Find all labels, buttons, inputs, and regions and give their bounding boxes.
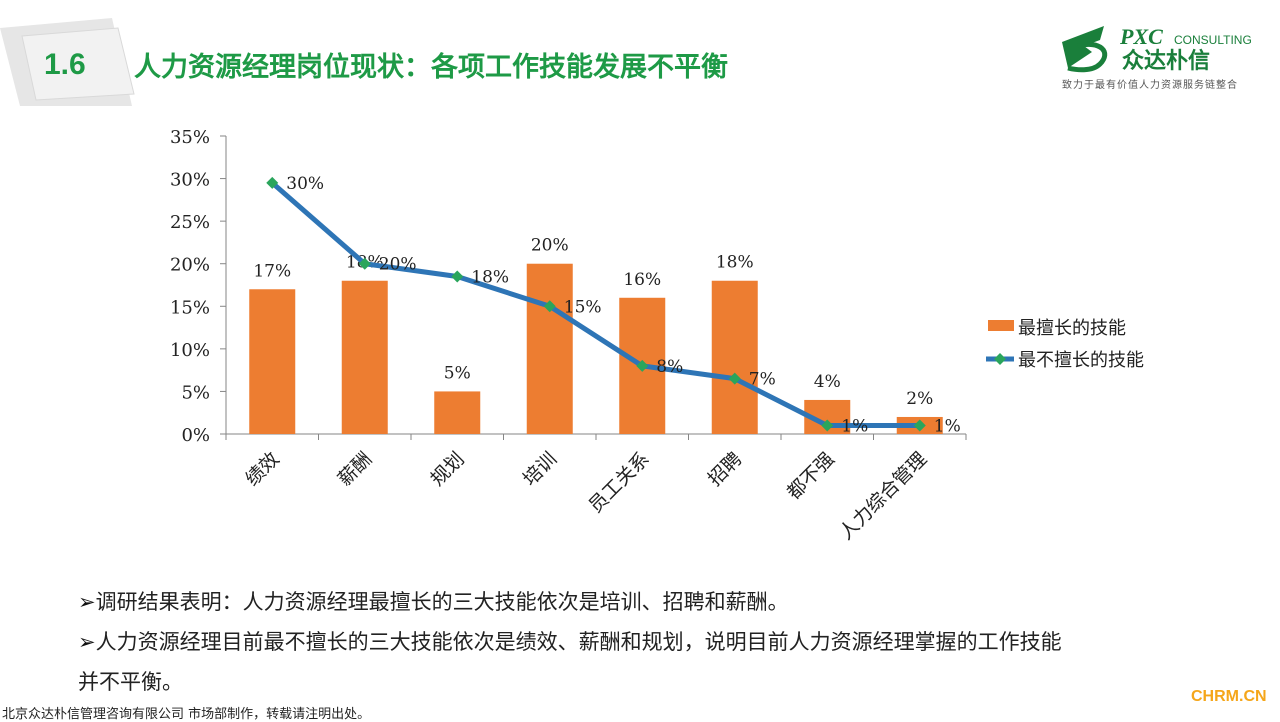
x-category-label: 规划 <box>426 448 468 490</box>
y-tick-label: 20% <box>170 255 210 276</box>
logo-tagline: 致力于最有价值人力资源服务链整合 <box>1062 80 1238 91</box>
x-category-label: 培训 <box>519 448 561 490</box>
footer-credit: 北京众达朴信管理咨询有限公司 市场部制作，转载请注明出处。 <box>2 707 371 722</box>
line-data-label: 30% <box>286 174 324 194</box>
x-category-label: 人力综合管理 <box>835 448 931 544</box>
bar-data-label: 4% <box>814 372 841 392</box>
bar-data-label: 18% <box>716 253 754 273</box>
bar-data-label: 2% <box>906 389 933 409</box>
line-data-label: 20% <box>379 255 417 275</box>
bar <box>526 263 573 434</box>
y-tick-label: 15% <box>170 297 210 318</box>
y-tick-label: 25% <box>170 212 210 233</box>
line-marker <box>636 359 649 372</box>
line-series-markers <box>266 176 926 432</box>
line-data-label: 1% <box>934 416 961 436</box>
bar <box>434 391 481 434</box>
x-category-label: 绩效 <box>241 448 283 490</box>
findings-text: ➢调研结果表明：人力资源经理最擅长的三大技能依次是培训、招聘和薪酬。 ➢人力资源… <box>78 582 1218 702</box>
finding-1-text: 调研结果表明：人力资源经理最擅长的三大技能依次是培训、招聘和薪酬。 <box>95 590 789 614</box>
bullet-icon: ➢ <box>78 630 96 654</box>
line-data-label: 15% <box>564 297 602 317</box>
legend-line-label: 最不擅长的技能 <box>1018 350 1144 371</box>
x-category-label: 都不强 <box>783 448 839 504</box>
site-watermark: CHRM.CN <box>1191 688 1267 705</box>
line-data-label: 8% <box>656 357 683 377</box>
header-shape-front <box>21 27 135 101</box>
finding-2-text: 人力资源经理目前最不擅长的三大技能依次是绩效、薪酬和规划，说明目前人力资源经理掌… <box>95 630 1062 654</box>
line-marker <box>821 419 834 432</box>
logo-swirl-icon <box>1067 42 1108 73</box>
line-data-labels: 30% 20% 18% 15% 8% 7% 1% 1% <box>286 174 960 437</box>
logo-brand-en-sub: CONSULTING <box>1174 33 1252 47</box>
line-data-label: 7% <box>749 370 776 390</box>
y-axis-ticks: 35% 30% 25% 20% 15% 10% 5% 0% <box>170 127 967 446</box>
bar-data-label: 5% <box>444 363 471 383</box>
x-category-label: 薪酬 <box>334 448 376 490</box>
legend-bar-label: 最擅长的技能 <box>1018 318 1126 339</box>
y-tick-label: 30% <box>170 170 210 191</box>
line-data-label: 1% <box>841 416 868 436</box>
combo-chart: 35% 30% 25% 20% 15% 10% 5% 0% 17% 18% 5% 20% 16% 18%… <box>170 127 967 544</box>
logo: PXC CONSULTING 众达朴信 <box>1062 24 1252 74</box>
legend-bar-swatch <box>988 320 1014 331</box>
section-number: 1.6 <box>44 48 86 81</box>
line-marker <box>543 300 556 313</box>
x-category-label: 员工关系 <box>584 448 653 517</box>
line-data-label: 18% <box>471 267 509 287</box>
bar <box>249 289 296 434</box>
finding-1: ➢调研结果表明：人力资源经理最擅长的三大技能依次是培训、招聘和薪酬。 <box>78 582 1218 622</box>
bar-data-label: 16% <box>623 270 661 290</box>
logo-brand-cn: 众达朴信 <box>1122 48 1210 74</box>
x-category-label: 招聘 <box>704 448 746 490</box>
line-marker <box>451 270 464 283</box>
y-tick-label: 35% <box>170 127 210 148</box>
line-marker <box>728 372 741 385</box>
bar-data-label: 20% <box>531 236 569 256</box>
y-tick-label: 10% <box>170 340 210 361</box>
line-marker <box>913 419 926 432</box>
y-tick-label: 5% <box>181 382 210 403</box>
page-title: 人力资源经理岗位现状：各项工作技能发展不平衡 <box>134 51 728 83</box>
y-tick-label: 0% <box>181 425 210 446</box>
logo-brand-en: PXC <box>1119 24 1163 49</box>
bar <box>341 280 388 434</box>
line-marker <box>358 257 371 270</box>
bar-series <box>249 263 943 434</box>
line-marker <box>266 176 279 189</box>
line-series-path <box>270 180 920 428</box>
bar-data-label: 17% <box>253 261 291 281</box>
legend-line-marker-icon <box>994 353 1006 365</box>
bullet-icon: ➢ <box>78 590 96 614</box>
finding-2: ➢人力资源经理目前最不擅长的三大技能依次是绩效、薪酬和规划，说明目前人力资源经理… <box>78 622 1218 662</box>
finding-2-cont: 并不平衡。 <box>78 670 183 694</box>
legend: 最擅长的技能 最不擅长的技能 <box>986 318 1144 371</box>
bar <box>711 280 758 434</box>
